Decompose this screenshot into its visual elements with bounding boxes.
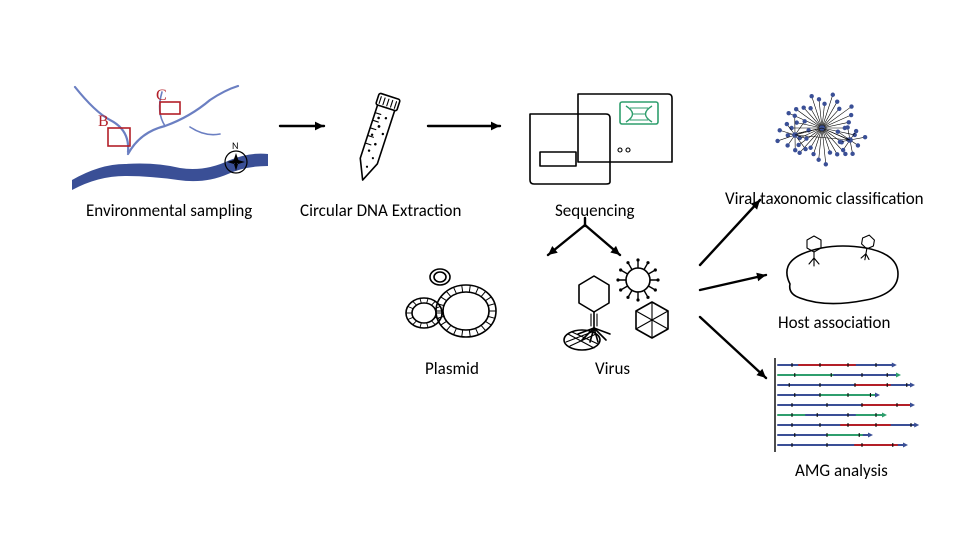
host-association-icon xyxy=(770,228,910,308)
svg-text:N: N xyxy=(232,139,238,152)
amg-tracks xyxy=(770,354,930,454)
svg-text:B: B xyxy=(98,113,109,130)
plasmid-label: Plasmid xyxy=(425,358,479,379)
plasmid-icon xyxy=(400,265,510,350)
host-label: Host association xyxy=(778,312,890,333)
virus-label: Virus xyxy=(595,358,630,379)
taxonomy-label: Viral taxonomic classification xyxy=(725,188,924,209)
sequencing-label: Sequencing xyxy=(555,200,635,221)
workflow-diagram: B C N Environmental sampling xyxy=(0,0,977,550)
taxonomy-network xyxy=(740,80,910,180)
extraction-label: Circular DNA Extraction xyxy=(300,200,461,221)
virus-icon xyxy=(552,258,682,358)
sequencing-machine xyxy=(520,80,680,190)
sampling-map: B C N xyxy=(70,82,270,192)
sampling-label: Environmental sampling xyxy=(86,200,252,221)
extraction-tube xyxy=(340,92,410,192)
svg-text:C: C xyxy=(156,87,167,104)
amg-label: AMG analysis xyxy=(795,460,888,481)
